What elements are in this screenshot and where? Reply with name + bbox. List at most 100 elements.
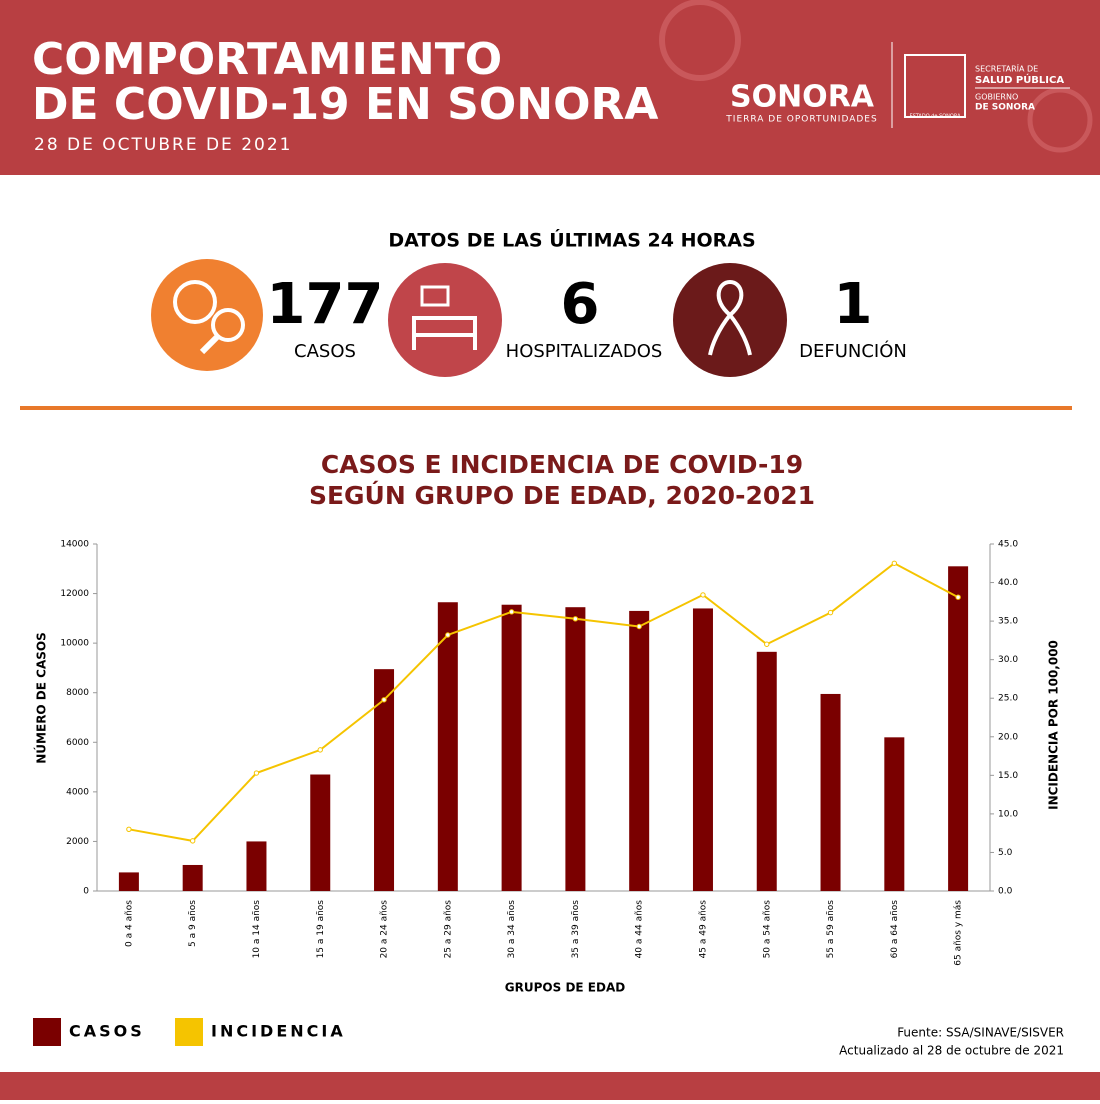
line-marker [445, 632, 451, 638]
decor [1027, 87, 1093, 153]
decor [659, 0, 741, 81]
line-marker [955, 594, 961, 600]
x-tick-label: 40 a 44 años [635, 900, 645, 959]
y2-tick-label: 35.0 [998, 617, 1018, 627]
bar [246, 841, 267, 891]
x-tick-label: 15 a 19 años [316, 900, 326, 959]
separator [20, 406, 1072, 410]
bar [629, 610, 650, 891]
legend-swatch [33, 1018, 61, 1046]
gov-line: GOBIERNO [975, 93, 1018, 102]
x-tick-label: 5 a 9 años [188, 900, 198, 947]
line [128, 562, 959, 842]
x-tick-label: 45 a 49 años [698, 900, 708, 959]
x-tick-label: 50 a 54 años [762, 900, 772, 959]
icon-magnifier [211, 308, 245, 342]
y2-tick-label: 25.0 [998, 694, 1018, 704]
bar [118, 872, 139, 891]
bar [756, 651, 777, 891]
line-marker [381, 697, 387, 703]
stat-value: 1 [834, 272, 873, 337]
line-marker [764, 641, 770, 647]
y2-tick-label: 20.0 [998, 732, 1018, 742]
legend-swatch [175, 1018, 203, 1046]
icon-ribbon [708, 279, 752, 356]
y-tick-label: 2000 [66, 837, 89, 847]
x-tick-label: 60 a 64 años [890, 900, 900, 959]
stats-heading: DATOS DE LAS ÚLTIMAS 24 HORAS [388, 228, 755, 252]
stat-value: 6 [561, 272, 600, 337]
bar [182, 864, 203, 891]
x-tick-label: 65 años y más [954, 900, 964, 966]
line-marker [636, 623, 642, 630]
source: Fuente: SSA/SINAVE/SISVER [897, 1026, 1064, 1040]
updated: Actualizado al 28 de octubre de 2021 [839, 1044, 1064, 1058]
header-title: DE COVID-19 EN SONORA [32, 79, 658, 130]
header-date: 28 DE OCTUBRE DE 2021 [34, 135, 292, 155]
header-band [0, 0, 1100, 175]
bar [884, 737, 905, 891]
y2-tick-label: 30.0 [998, 655, 1018, 665]
icon-monitor [420, 285, 450, 307]
y2-tick-label: 10.0 [998, 809, 1018, 819]
x-tick-label: 30 a 34 años [507, 900, 517, 959]
bar [692, 608, 713, 891]
legend-label: INCIDENCIA [211, 1022, 346, 1041]
gov-line: SECRETARÍA DE [975, 63, 1038, 74]
line-marker [253, 770, 260, 776]
bar [437, 602, 458, 891]
footer-band [0, 1072, 1100, 1100]
line-marker [126, 826, 132, 833]
x-tick-label: 25 a 29 años [443, 900, 453, 959]
line-marker [827, 609, 834, 616]
gov-line: DE SONORA [975, 103, 1035, 113]
line-marker [317, 747, 323, 753]
y2-axis-label: INCIDENCIA POR 100,000 [1047, 640, 1061, 810]
y-tick-label: 4000 [66, 787, 89, 797]
x-tick-label: 55 a 59 años [826, 900, 836, 959]
bar [948, 566, 969, 891]
seal [904, 54, 966, 118]
icon-virus [173, 280, 217, 324]
chart-title: CASOS E INCIDENCIA DE COVID-19 [321, 450, 803, 479]
y2-tick-label: 45.0 [998, 540, 1018, 550]
x-tick-label: 0 a 4 años [124, 900, 134, 947]
stat-value: 177 [267, 272, 384, 337]
x-tick-label: 20 a 24 años [380, 900, 390, 959]
y-tick-label: 0 [83, 887, 89, 897]
line-marker [189, 838, 196, 844]
legend-label: CASOS [69, 1022, 145, 1041]
icon-bed [412, 316, 477, 350]
logo-tagline: TIERRA DE OPORTUNIDADES [725, 115, 877, 125]
line-marker [508, 609, 515, 615]
gov-line: SALUD PÚBLICA [975, 73, 1064, 86]
line-marker [891, 560, 898, 566]
chart-title: SEGÚN GRUPO DE EDAD, 2020-2021 [309, 480, 815, 510]
y2-tick-label: 15.0 [998, 771, 1018, 781]
y-axis-label: NÚMERO DE CASOS [34, 632, 49, 763]
bar [374, 669, 395, 891]
bar [501, 604, 522, 891]
header-title: COMPORTAMIENTO [32, 34, 502, 85]
line-marker [700, 592, 706, 598]
y-tick-label: 12000 [60, 589, 89, 599]
icon-death [673, 263, 787, 377]
line-marker [572, 616, 579, 622]
x-tick-label: 35 a 39 años [571, 900, 581, 959]
y2-tick-label: 40.0 [998, 578, 1018, 588]
y-tick-label: 10000 [60, 639, 89, 649]
icon-magnifier [199, 333, 221, 355]
stat-label: HOSPITALIZADOS [506, 341, 663, 362]
y-tick-label: 8000 [66, 688, 89, 698]
stat-label: DEFUNCIÓN [799, 340, 907, 362]
y-tick-label: 6000 [66, 738, 89, 748]
y2-tick-label: 5.0 [998, 848, 1013, 858]
x-tick-label: 10 a 14 años [252, 900, 262, 959]
y-tick-label: 14000 [60, 540, 89, 550]
bar [310, 774, 331, 891]
seal-caption: ESTADO de SONORA [909, 114, 961, 120]
icon-cases [151, 259, 263, 371]
y2-tick-label: 0.0 [998, 887, 1013, 897]
bar [820, 693, 841, 891]
